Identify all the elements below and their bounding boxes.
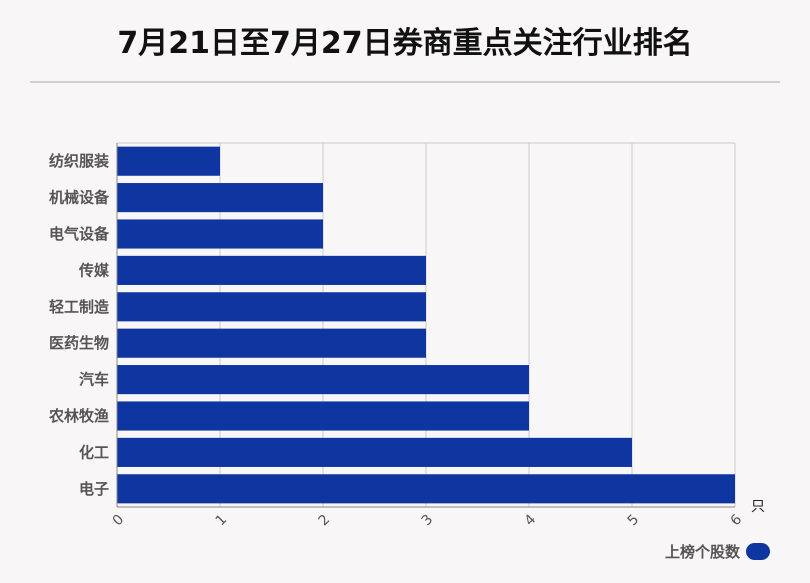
category-label-0: 纺织服装 [49,152,110,170]
x-tick-label-0: 0 [110,512,128,530]
chart-title: 7月21日至7月27日券商重点关注行业排名 [117,26,693,61]
bar-2 [117,219,323,249]
category-label-5: 医药生物 [49,334,109,352]
bar-4 [117,292,426,322]
bar-6 [117,365,529,395]
x-tick-label-2: 2 [316,512,334,530]
bar-0 [117,146,220,176]
x-tick-label-1: 1 [213,512,231,530]
category-label-4: 轻工制造 [49,298,109,316]
category-label-1: 机械设备 [49,189,110,207]
category-label-8: 化工 [79,443,109,461]
bar-8 [117,437,632,467]
category-label-9: 电子 [79,480,109,498]
x-unit-label: 只 [751,499,765,515]
bar-3 [117,255,426,285]
bar-1 [117,183,323,213]
bar-9 [117,474,735,504]
legend-swatch [746,543,770,560]
category-label-6: 汽车 [79,371,109,389]
category-label-7: 农林牧渔 [48,407,109,425]
category-label-3: 传媒 [78,261,110,279]
x-tick-label-6: 6 [728,512,746,530]
legend[interactable]: 上榜个股数 [665,541,770,562]
bar-5 [117,328,426,358]
title-divider [30,81,780,83]
legend-label: 上榜个股数 [664,543,740,561]
x-tick-label-4: 4 [522,512,540,530]
x-tick-label-5: 5 [625,512,643,530]
category-label-2: 电气设备 [49,225,110,243]
bar-7 [117,401,529,431]
x-tick-label-3: 3 [419,512,437,530]
